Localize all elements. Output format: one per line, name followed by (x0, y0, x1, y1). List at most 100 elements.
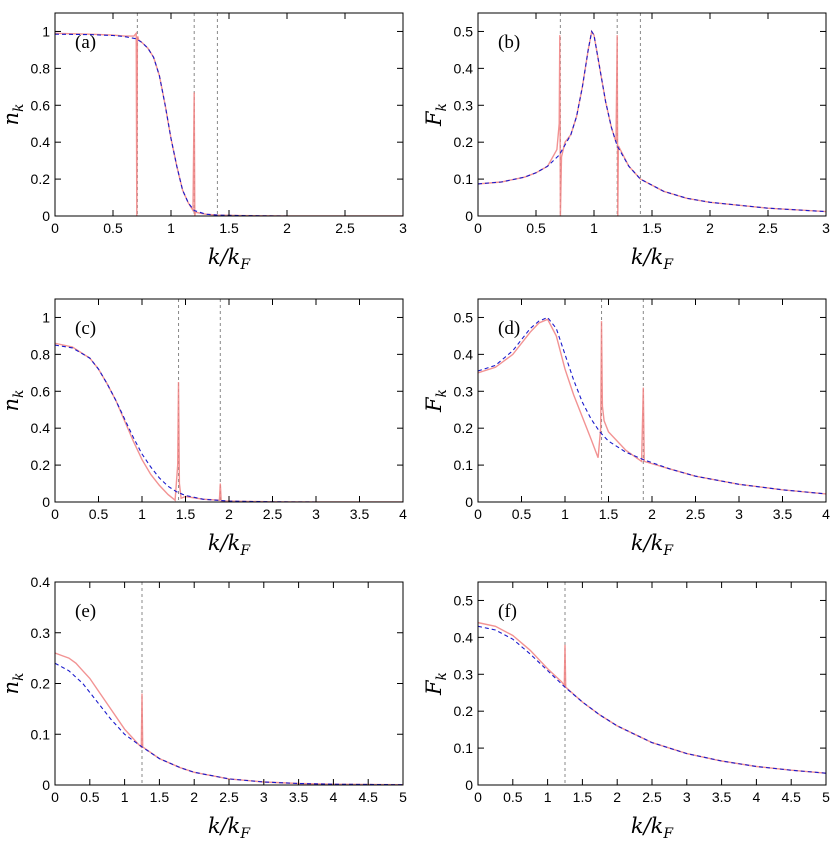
panel-c-series-data (55, 342, 403, 502)
panel-e-y-tick-label-3: 0.3 (31, 625, 51, 641)
panel-e-x-axis-label: k/kF (208, 814, 252, 842)
panel-d-y-tick-label-5: 0.5 (454, 309, 474, 325)
panel-a-y-tick-label-5: 1 (42, 23, 50, 39)
panel-e-x-tick-label-0: 0 (51, 789, 59, 805)
panel-d-frame (477, 298, 827, 503)
panel-f-y-tick-label-1: 0.1 (454, 740, 474, 756)
panel-c-y-tick-label-3: 0.6 (31, 383, 51, 399)
panel-f-series-fit (478, 625, 826, 774)
panel-f-label: (f) (498, 601, 517, 622)
panel-e-y-tick-label-4: 0.4 (31, 574, 51, 590)
panel-e-x-tick-label-10: 5 (399, 789, 407, 805)
panel-a: 0 0.5 1 1.5 2 2.5 3 0 0.2 0.4 0.6 0.8 1 k/kF nk (a) (0, 12, 407, 273)
panel-e-label: (e) (75, 601, 96, 622)
panel-e-y-axis-label: nk (0, 672, 27, 694)
panel-b-label: (b) (498, 32, 520, 53)
panel-a-series-data (55, 31, 403, 216)
panel-c-y-tick-label-0: 0 (42, 494, 50, 510)
panel-a-x-tick-label-6: 3 (399, 220, 407, 236)
panel-c-y-tick-label-2: 0.4 (31, 420, 51, 436)
panel-b-x-tick-label-2: 1 (590, 220, 598, 236)
panel-a-x-tick-label-0: 0 (51, 220, 59, 236)
panel-a-x-tick-label-1: 0.5 (103, 220, 123, 236)
panel-e: 0 0.5 1 1.5 2 2.5 3 3.5 4 4.5 5 0 0.1 0.2 0.3 0.4 k/kF nk… (0, 574, 407, 842)
panel-f-y-tick-label-0: 0 (465, 777, 473, 793)
panel-c-x-tick-label-4: 2 (225, 506, 233, 522)
panel-f-x-tick-label-4: 2 (613, 789, 621, 805)
panel-c-x-tick-label-7: 3.5 (350, 506, 370, 522)
panel-f-x-tick-label-2: 1 (544, 789, 552, 805)
panel-d-y-tick-label-1: 0.1 (454, 457, 474, 473)
panel-d-x-tick-label-8: 4 (822, 506, 830, 522)
panel-d-y-tick-label-2: 0.2 (454, 420, 474, 436)
panel-d-series-data (478, 318, 826, 495)
panel-b-x-tick-label-5: 2.5 (758, 220, 778, 236)
panel-a-y-tick-label-0: 0 (42, 208, 50, 224)
panel-c-x-tick-label-2: 1 (138, 506, 146, 522)
panel-a-series-fit (55, 33, 403, 216)
panel-b-y-tick-label-4: 0.4 (454, 60, 474, 76)
panel-a-x-tick-label-3: 1.5 (219, 220, 239, 236)
panel-e-x-tick-label-4: 2 (190, 789, 198, 805)
panel-b-x-tick-label-1: 0.5 (526, 220, 546, 236)
panel-e-x-tick-label-9: 4.5 (358, 789, 378, 805)
panel-b-series-data (478, 29, 826, 216)
panel-e-y-tick-label-0: 0 (42, 777, 50, 793)
panel-c-y-axis-label: nk (0, 389, 27, 411)
panel-f-frame (477, 581, 827, 786)
panel-b-series-fit (478, 30, 826, 213)
panel-f-x-tick-label-6: 3 (683, 789, 691, 805)
panel-f-x-tick-label-3: 1.5 (573, 789, 593, 805)
panel-f-x-tick-label-8: 4 (753, 789, 761, 805)
panel-b-y-tick-label-0: 0 (465, 208, 473, 224)
panel-d-x-tick-label-3: 1.5 (599, 506, 619, 522)
panel-c-x-tick-label-8: 4 (399, 506, 407, 522)
panel-c-label: (c) (75, 318, 96, 339)
panel-b: 0 0.5 1 1.5 2 2.5 3 0 0.1 0.2 0.3 0.4 0.5 k/kF Fk (b) (422, 12, 830, 273)
panel-b-x-tick-label-0: 0 (474, 220, 482, 236)
panel-c-x-axis-label: k/kF (208, 531, 252, 559)
panel-c-y-tick-label-5: 1 (42, 309, 50, 325)
panel-c-series-fit (55, 344, 403, 502)
panel-f-y-tick-label-2: 0.2 (454, 703, 474, 719)
panel-d-y-axis-label: Fk (422, 389, 450, 413)
panel-a-y-tick-label-2: 0.4 (31, 134, 51, 150)
panel-f: 0 0.5 1 1.5 2 2.5 3 3.5 4 4.5 5 0 0.1 0.2 0.3 0.4 0.5 k/k… (422, 581, 830, 842)
panel-c-frame (54, 298, 404, 503)
panel-d-x-tick-label-0: 0 (474, 506, 482, 522)
panel-f-x-axis-label: k/kF (631, 814, 675, 842)
panel-d-x-tick-label-1: 0.5 (512, 506, 532, 522)
panel-e-x-tick-label-6: 3 (260, 789, 268, 805)
panel-d-label: (d) (498, 318, 520, 339)
panel-d-x-tick-label-6: 3 (735, 506, 743, 522)
panel-f-x-tick-label-9: 4.5 (781, 789, 801, 805)
panel-e-x-tick-label-2: 1 (121, 789, 129, 805)
panel-f-y-tick-label-3: 0.3 (454, 666, 474, 682)
panel-b-x-tick-label-4: 2 (706, 220, 714, 236)
panel-d-x-axis-label: k/kF (631, 531, 675, 559)
panel-a-y-tick-label-3: 0.6 (31, 97, 51, 113)
panel-e-x-tick-label-3: 1.5 (150, 789, 170, 805)
panel-d-x-tick-label-5: 2.5 (686, 506, 706, 522)
panel-f-y-tick-label-4: 0.4 (454, 629, 474, 645)
panel-e-y-tick-label-1: 0.1 (31, 726, 51, 742)
panel-b-x-tick-label-3: 1.5 (642, 220, 662, 236)
panel-c-y-tick-label-1: 0.2 (31, 457, 51, 473)
panel-d-x-tick-label-7: 3.5 (773, 506, 793, 522)
panel-f-x-tick-label-0: 0 (474, 789, 482, 805)
panel-b-y-tick-label-3: 0.3 (454, 97, 474, 113)
panel-c-x-tick-label-6: 3 (312, 506, 320, 522)
panel-f-y-tick-label-5: 0.5 (454, 592, 474, 608)
panel-a-y-tick-label-1: 0.2 (31, 171, 51, 187)
panel-b-y-tick-label-1: 0.1 (454, 171, 474, 187)
panel-b-x-tick-label-6: 3 (822, 220, 830, 236)
panel-f-x-tick-label-5: 2.5 (642, 789, 662, 805)
panel-d-series-fit (478, 316, 826, 495)
panel-a-frame (54, 12, 404, 217)
panel-c-x-tick-label-5: 2.5 (263, 506, 283, 522)
panel-c-x-tick-label-1: 0.5 (89, 506, 109, 522)
panel-b-y-axis-label: Fk (422, 103, 450, 127)
panel-b-y-tick-label-5: 0.5 (454, 23, 474, 39)
panel-c-x-tick-label-0: 0 (51, 506, 59, 522)
